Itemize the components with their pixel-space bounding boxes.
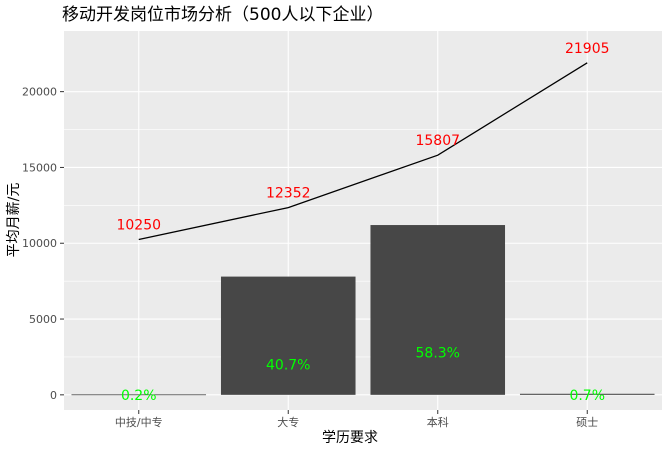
share-label: 0.7% xyxy=(569,388,605,404)
y-tick-label: 15000 xyxy=(22,161,57,174)
x-tick-label: 中技/中专 xyxy=(115,415,163,429)
y-tick-label: 0 xyxy=(50,389,57,402)
share-labels: 0.2% 40.7% 58.3% 0.7% xyxy=(121,345,605,403)
salary-labels: 10250 12352 15807 21905 xyxy=(116,41,609,234)
x-tick-label: 硕士 xyxy=(576,416,598,429)
share-label: 0.2% xyxy=(121,388,157,404)
share-label: 40.7% xyxy=(266,358,310,374)
y-tick-label: 5000 xyxy=(29,313,57,326)
bar xyxy=(519,393,655,395)
x-tick-label: 本科 xyxy=(427,415,449,429)
salary-line xyxy=(138,62,588,241)
salary-label: 15807 xyxy=(415,133,460,149)
salary-line-path xyxy=(138,62,588,241)
salary-label: 21905 xyxy=(565,41,610,57)
x-axis-title: 学历要求 xyxy=(322,430,378,446)
x-tick-label: 大专 xyxy=(277,415,299,429)
bar xyxy=(71,394,207,396)
bars xyxy=(71,225,655,396)
bar xyxy=(220,276,356,395)
salary-label: 10250 xyxy=(116,217,161,233)
y-axis-title: 平均月薪/元 xyxy=(6,183,22,258)
y-tick-label: 20000 xyxy=(22,86,57,99)
y-axis: 0 5000 10000 15000 20000 xyxy=(22,86,64,402)
chart-title: 移动开发岗位市场分析（500人以下企业） xyxy=(62,5,383,25)
x-axis: 中技/中专 大专 本科 硕士 xyxy=(115,410,598,429)
y-tick-label: 10000 xyxy=(22,237,57,250)
bar xyxy=(370,225,506,395)
share-label: 58.3% xyxy=(416,345,460,361)
plot-panel xyxy=(64,31,662,410)
salary-label: 12352 xyxy=(266,186,311,202)
